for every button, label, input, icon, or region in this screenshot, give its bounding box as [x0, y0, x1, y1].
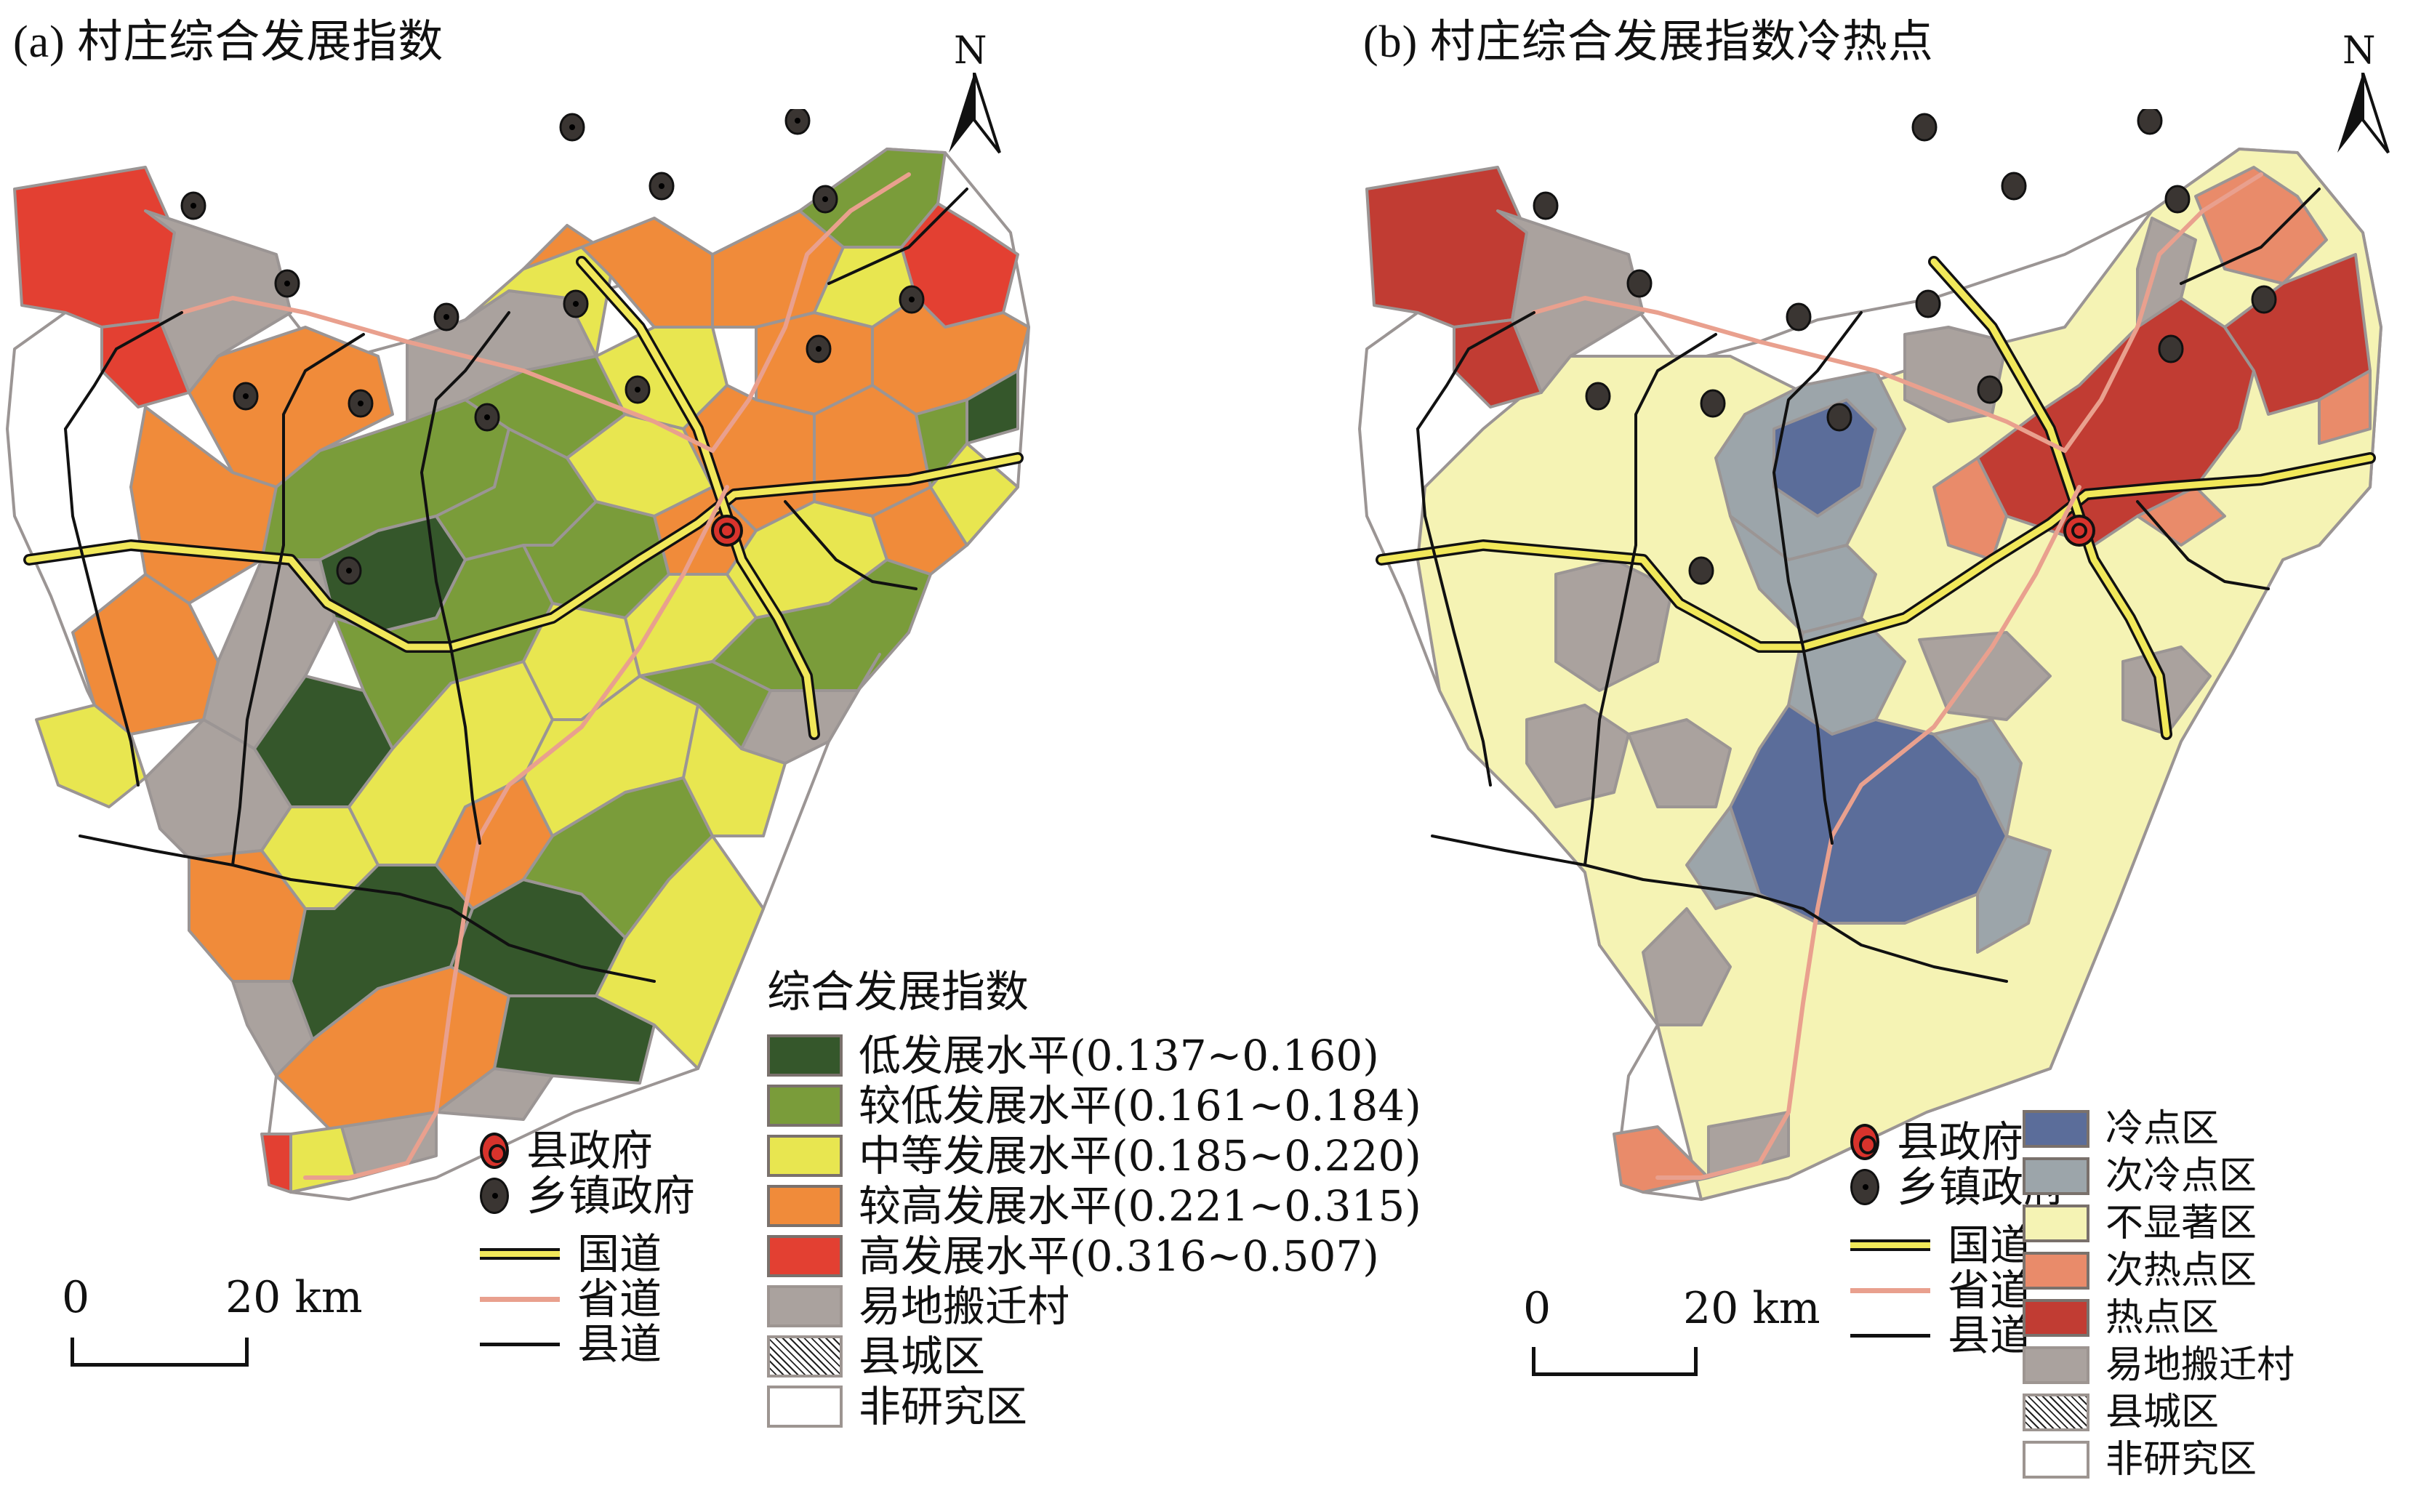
national-road-icon — [1850, 1239, 1930, 1251]
class-legend-a: 综合发展指数 低发展水平(0.137~0.160) 较低发展水平(0.161~0… — [767, 970, 1421, 1431]
legend-item: 冷点区 — [2023, 1105, 2294, 1152]
town-gov-icon — [480, 1178, 509, 1214]
legend-title: 综合发展指数 — [767, 967, 1029, 1018]
town-gov-label: 乡镇政府 — [526, 1171, 696, 1221]
county-road-icon — [1850, 1333, 1930, 1338]
north-arrow-icon — [2337, 73, 2390, 154]
national-road-icon — [480, 1248, 560, 1260]
county-gov-label: 县政府 — [1897, 1117, 2024, 1167]
map-development-index — [6, 109, 1030, 1201]
scale-max: 20 km — [225, 1272, 363, 1323]
class-legend-b: 冷点区 次冷点区 不显著区 次热点区 热点区 易地搬迁村 县城区 非研究区 — [2023, 1105, 2294, 1483]
legend-item: 易地搬迁村 — [767, 1281, 1421, 1331]
scale-zero: 0 — [62, 1272, 90, 1323]
legend-item: 较低发展水平(0.161~0.184) — [767, 1080, 1421, 1130]
legend-item: 次热点区 — [2023, 1247, 2294, 1294]
legend-item: 次冷点区 — [2023, 1152, 2294, 1199]
provincial-road-icon — [1850, 1287, 1930, 1293]
town-gov-icon — [1850, 1169, 1879, 1205]
legend-item: 低发展水平(0.137~0.160) — [767, 1030, 1421, 1080]
provincial-road-label: 省道 — [577, 1274, 662, 1324]
town-gov-points — [180, 109, 925, 585]
national-road-label: 国道 — [1948, 1221, 2033, 1270]
north-arrow-icon — [949, 73, 1001, 154]
symbol-legend-a: 县政府 乡镇政府 国道 省道 县道 — [480, 1128, 695, 1367]
legend-item: 非研究区 — [2023, 1436, 2294, 1483]
county-gov-icon — [1850, 1124, 1879, 1160]
legend-item: 较高发展水平(0.221~0.315) — [767, 1181, 1421, 1231]
county-gov-label: 县政府 — [526, 1126, 654, 1175]
national-road-label: 国道 — [577, 1229, 662, 1279]
county-road-label: 县道 — [1948, 1311, 2033, 1360]
legend-item: 高发展水平(0.316~0.507) — [767, 1231, 1421, 1281]
provincial-road-icon — [480, 1296, 560, 1302]
legend-item: 易地搬迁村 — [2023, 1341, 2294, 1388]
legend-item: 县城区 — [767, 1331, 1421, 1381]
scale-zero: 0 — [1523, 1283, 1551, 1334]
north-label: N — [954, 29, 987, 73]
map-hotspot — [1358, 109, 2382, 1201]
panel-a-title: (a) 村庄综合发展指数 — [13, 17, 444, 67]
legend-item: 县城区 — [2023, 1388, 2294, 1436]
county-road-label: 县道 — [577, 1319, 662, 1369]
provincial-road-label: 省道 — [1948, 1266, 2033, 1315]
legend-item: 不显著区 — [2023, 1199, 2294, 1247]
legend-item: 非研究区 — [767, 1381, 1421, 1431]
legend-item: 中等发展水平(0.185~0.220) — [767, 1130, 1421, 1181]
county-road-icon — [480, 1342, 560, 1346]
scale-max: 20 km — [1683, 1283, 1820, 1334]
county-gov-point — [711, 515, 743, 547]
legend-item: 热点区 — [2023, 1294, 2294, 1341]
county-gov-icon — [480, 1133, 509, 1169]
north-label: N — [2342, 29, 2376, 73]
panel-b-title: (b) 村庄综合发展指数冷热点 — [1363, 17, 1934, 67]
